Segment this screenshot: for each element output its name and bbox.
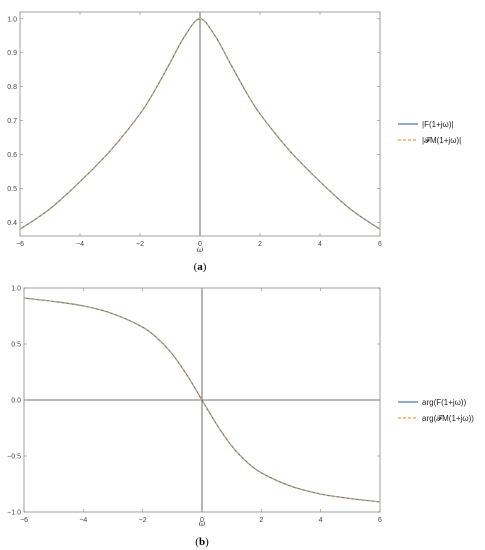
legend-label: |𝓕M(1+jω)| <box>422 136 461 145</box>
chart-b: −6 −4 −2 0 2 4 6 −1.0 −0.5 0.0 0.5 1.0 ω (b) arg(F(1+j… <box>7 286 474 549</box>
panel-caption: (a) <box>194 261 207 273</box>
x-tick-label: 6 <box>378 241 382 248</box>
legend-label: |F(1+jω)| <box>422 120 454 129</box>
y-tick-label: 1.0 <box>7 16 17 23</box>
legend: |F(1+jω)| |𝓕M(1+jω)| <box>398 120 461 145</box>
y-tick-label: 0.5 <box>11 342 21 349</box>
x-tick-label: −6 <box>16 241 24 248</box>
y-tick-label: 1.0 <box>11 286 21 293</box>
x-tick-label: −4 <box>76 241 84 248</box>
y-tick-label: 0.7 <box>7 118 17 125</box>
x-tick-label: −6 <box>20 517 28 524</box>
x-tick-label: −2 <box>139 517 147 524</box>
x-tick-label: −4 <box>79 517 87 524</box>
x-tick-label: 4 <box>319 517 323 524</box>
legend: arg(F(1+jω)) arg(𝓕M(1+jω)) <box>398 398 474 423</box>
x-axis-label: ω <box>199 519 206 528</box>
series-line-2 <box>23 297 381 503</box>
y-tick-label: 0.6 <box>7 152 17 159</box>
y-tick-label: 0.5 <box>7 186 17 193</box>
x-tick-label: 4 <box>318 241 322 248</box>
legend-label: arg(𝓕M(1+jω)) <box>422 414 474 423</box>
x-tick-label: 0 <box>198 241 202 248</box>
legend-label: arg(F(1+jω)) <box>422 398 467 407</box>
series-line-2 <box>19 18 381 230</box>
x-tick-label: −2 <box>136 241 144 248</box>
y-tick-label: 0.9 <box>7 50 17 57</box>
panel-caption: (b) <box>195 536 209 548</box>
y-tick-label: 0.8 <box>7 84 17 91</box>
y-tick-label: −1.0 <box>7 510 21 517</box>
chart-a: −6 −4 −2 0 2 4 6 0.4 0.5 0.6 0.7 0.8 0.9 1.0 ω (a) |F(1+… <box>7 11 461 273</box>
y-tick-label: 0.0 <box>11 398 21 405</box>
y-tick-label: 0.4 <box>7 220 17 227</box>
x-tick-label: 6 <box>378 517 382 524</box>
y-tick-label: −0.5 <box>7 454 21 461</box>
x-tick-label: 2 <box>259 517 263 524</box>
x-axis-label: ω <box>197 245 204 254</box>
x-tick-label: 0 <box>200 517 204 524</box>
x-tick-label: 2 <box>258 241 262 248</box>
